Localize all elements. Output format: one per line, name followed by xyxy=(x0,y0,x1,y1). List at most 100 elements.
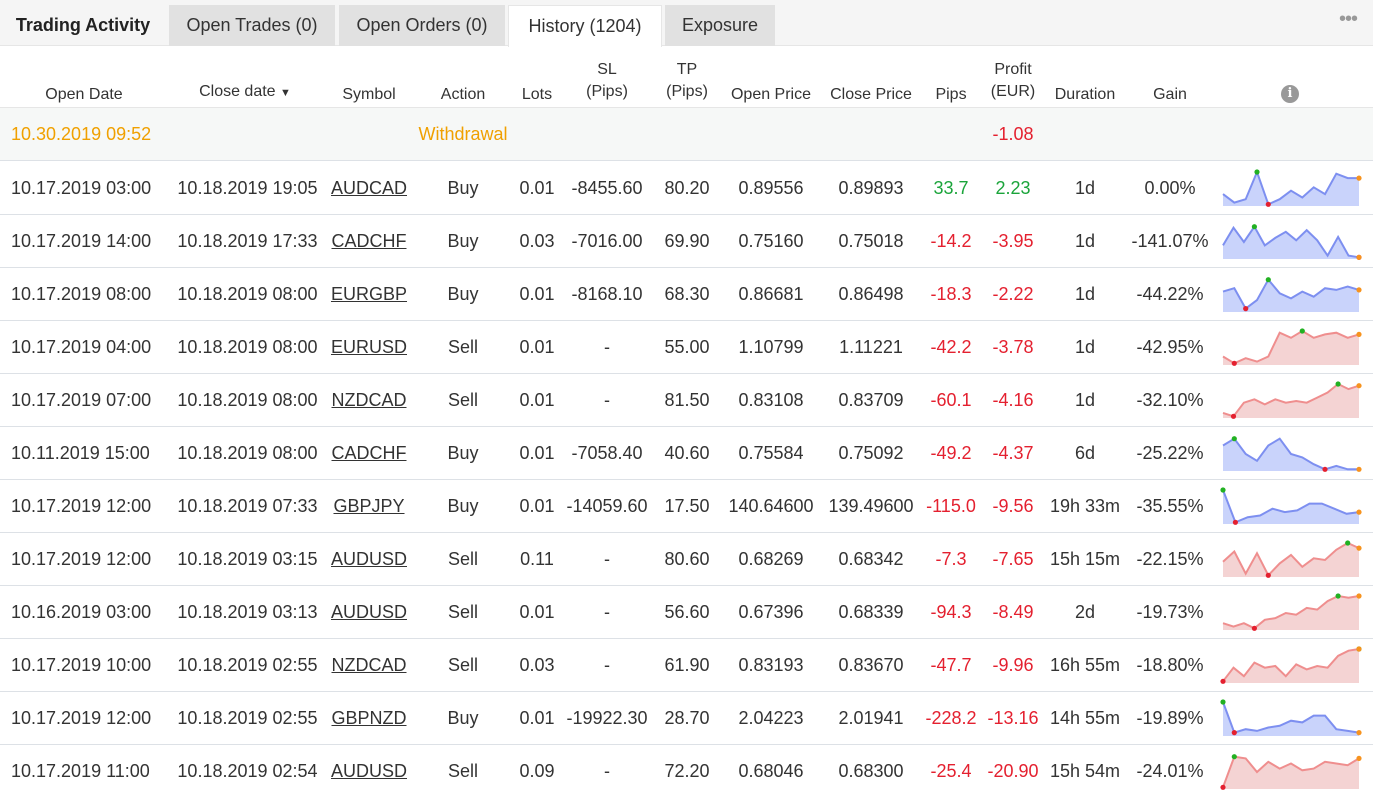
cell-sl: -8168.10 xyxy=(571,284,643,304)
symbol-link[interactable]: EURUSD xyxy=(330,337,407,357)
cell-symbol: GBPNZD xyxy=(328,692,410,745)
table-row: 10.16.2019 03:00 10.18.2019 03:13 AUDUSD Se… xyxy=(0,586,1373,639)
column-header-action[interactable]: Action xyxy=(440,86,486,103)
cell-pips: -115.0 xyxy=(926,496,976,516)
symbol-link[interactable]: CADCHF xyxy=(331,443,407,463)
gain-sparkline[interactable] xyxy=(1220,699,1362,739)
cell-tp: 69.90 xyxy=(664,231,710,251)
cell-symbol: AUDUSD xyxy=(328,745,410,795)
column-header-open-date[interactable]: Open Date xyxy=(45,86,123,103)
column-header-gain[interactable]: Gain xyxy=(1153,86,1187,103)
gain-sparkline[interactable] xyxy=(1220,752,1362,792)
gain-sparkline[interactable] xyxy=(1220,593,1362,633)
sparkline-last-marker xyxy=(1356,466,1362,472)
symbol-link[interactable]: AUDUSD xyxy=(330,549,407,569)
cell-open-date: 10.17.2019 12:00 xyxy=(11,708,152,728)
column-header-sl[interactable]: SL (Pips) xyxy=(566,59,648,103)
cell-open-date: 10.11.2019 15:00 xyxy=(11,443,150,463)
cell-close-date: 10.18.2019 08:00 xyxy=(177,337,318,357)
cell-tp: 17.50 xyxy=(664,496,710,516)
gain-sparkline[interactable] xyxy=(1220,646,1362,686)
symbol-link[interactable]: EURGBP xyxy=(330,284,408,304)
gain-sparkline[interactable] xyxy=(1220,222,1362,262)
cell-open-price: 0.86681 xyxy=(738,284,804,304)
cell-pips: -25.4 xyxy=(930,761,972,781)
table-row: 10.17.2019 11:00 10.18.2019 02:54 AUDUSD Se… xyxy=(0,745,1373,795)
cell-profit: -4.37 xyxy=(992,443,1034,463)
cell-symbol: NZDCAD xyxy=(328,639,410,692)
cell-pips: -18.3 xyxy=(930,284,972,304)
sparkline-max-marker xyxy=(1220,487,1226,493)
symbol-link[interactable]: CADCHF xyxy=(331,231,407,251)
tab-open-orders[interactable]: Open Orders (0) xyxy=(339,5,505,46)
cell-open-date: 10.17.2019 04:00 xyxy=(11,337,152,357)
column-header-lots[interactable]: Lots xyxy=(521,86,553,103)
symbol-link[interactable]: NZDCAD xyxy=(331,390,407,410)
cell-open-date: 10.16.2019 03:00 xyxy=(11,602,152,622)
cell-action: Sell xyxy=(447,337,478,357)
close-date-label: Close date xyxy=(199,83,276,100)
cell-symbol: EURUSD xyxy=(328,321,410,374)
cell-symbol: EURGBP xyxy=(328,268,410,321)
cell-lots: 0.01 xyxy=(519,284,555,304)
cell-tp: 28.70 xyxy=(664,708,710,728)
symbol-link[interactable]: GBPNZD xyxy=(331,708,407,728)
gain-sparkline[interactable] xyxy=(1220,381,1362,421)
cell-sl: - xyxy=(604,337,610,357)
cell-gain: -18.80% xyxy=(1136,655,1204,675)
sparkline-max-marker xyxy=(1345,540,1351,546)
column-header-open-price[interactable]: Open Price xyxy=(730,86,812,103)
gain-sparkline[interactable] xyxy=(1220,328,1362,368)
cell-close-date: 10.18.2019 02:54 xyxy=(177,761,318,781)
cell-lots: 0.03 xyxy=(519,231,555,251)
info-icon[interactable]: i xyxy=(1281,85,1299,103)
cell-close-price: 0.89893 xyxy=(838,178,904,198)
cell-action: Sell xyxy=(447,549,478,569)
column-header-duration[interactable]: Duration xyxy=(1054,86,1116,103)
tab-trading-activity[interactable]: Trading Activity xyxy=(15,15,151,35)
sparkline-last-marker xyxy=(1356,593,1362,599)
cell-sl: -8455.60 xyxy=(571,178,643,198)
cell-tp: 55.00 xyxy=(664,337,710,357)
cell-lots: 0.01 xyxy=(519,178,555,198)
cell-close-price: 0.75018 xyxy=(838,231,904,251)
column-header-profit[interactable]: Profit (EUR) xyxy=(984,59,1042,103)
cell-profit: -1.08 xyxy=(992,124,1034,144)
column-header-tp[interactable]: TP (Pips) xyxy=(656,59,718,103)
symbol-link[interactable]: GBPJPY xyxy=(333,496,405,516)
sparkline-line xyxy=(1222,437,1359,471)
sparkline-max-marker xyxy=(1335,381,1341,387)
gain-sparkline[interactable] xyxy=(1220,487,1362,527)
more-options-icon[interactable]: ••• xyxy=(1338,8,1358,30)
cell-action: Sell xyxy=(447,390,478,410)
column-header-close-price[interactable]: Close Price xyxy=(830,86,912,103)
gain-sparkline[interactable] xyxy=(1220,540,1362,580)
sparkline-line xyxy=(1222,169,1359,206)
tab-history[interactable]: History (1204) xyxy=(508,5,662,47)
sparkline-last-marker xyxy=(1356,287,1362,293)
column-header-close-date[interactable]: Close date ▼ xyxy=(170,81,320,104)
gain-sparkline[interactable] xyxy=(1220,275,1362,315)
column-header-pips[interactable]: Pips xyxy=(935,86,967,103)
cell-action: Buy xyxy=(447,178,479,198)
sparkline-min-marker xyxy=(1265,201,1271,207)
cell-lots: 0.03 xyxy=(519,655,555,675)
cell-action: Buy xyxy=(447,231,479,251)
cell-close-date: 10.18.2019 02:55 xyxy=(177,708,318,728)
cell-close-price: 2.01941 xyxy=(838,708,904,728)
cell-lots: 0.09 xyxy=(519,761,555,781)
sparkline-last-marker xyxy=(1356,331,1362,337)
tab-open-trades[interactable]: Open Trades (0) xyxy=(169,5,335,46)
symbol-link[interactable]: AUDUSD xyxy=(330,761,407,781)
tab-exposure[interactable]: Exposure xyxy=(665,5,775,46)
symbol-link[interactable]: NZDCAD xyxy=(331,655,407,675)
cell-close-price: 0.83709 xyxy=(838,390,904,410)
cell-profit: -4.16 xyxy=(992,390,1034,410)
column-header-symbol[interactable]: Symbol xyxy=(342,86,396,103)
symbol-link[interactable]: AUDCAD xyxy=(330,178,407,198)
gain-sparkline[interactable] xyxy=(1220,434,1362,474)
profit-unit-label: (EUR) xyxy=(990,83,1036,100)
gain-sparkline[interactable] xyxy=(1220,169,1362,209)
symbol-link[interactable]: AUDUSD xyxy=(330,602,407,622)
cell-duration: 1d xyxy=(1074,284,1096,304)
